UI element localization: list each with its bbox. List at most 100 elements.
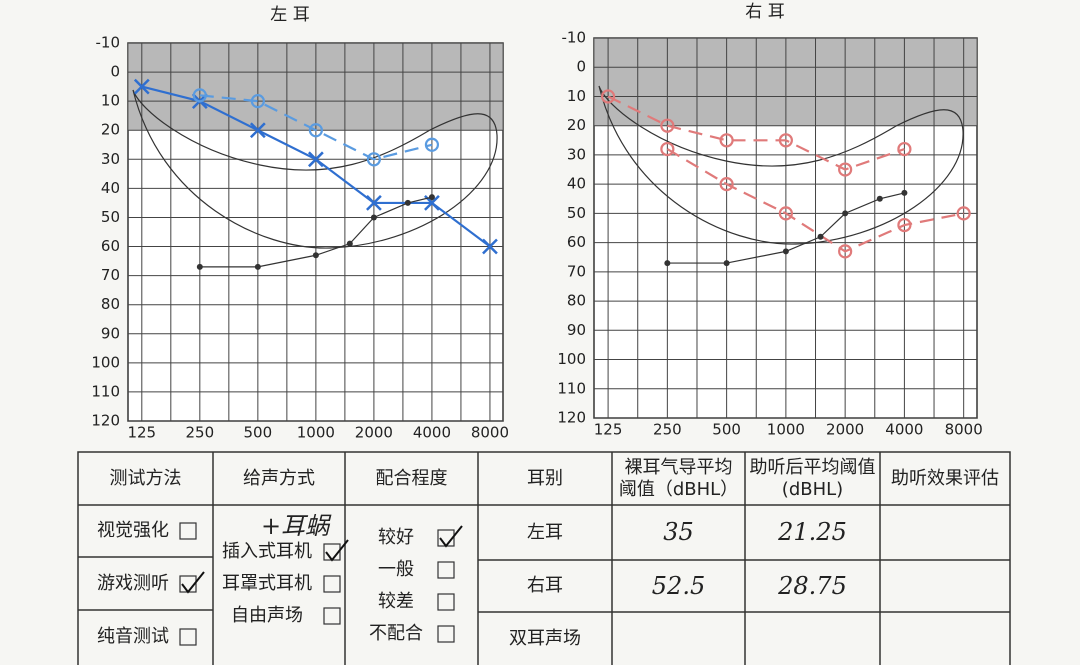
x-tick-label: 4000 [413,424,451,442]
header-cell: 测试方法 [109,468,182,490]
y-tick-label: 110 [91,382,120,400]
method-label: 视觉强化 [97,520,169,542]
y-tick-label: 30 [101,150,120,168]
y-tick-label: 20 [567,116,586,134]
x-tick-label: 250 [653,421,682,439]
x-tick-label: 500 [712,421,741,439]
checkbox [179,522,197,540]
checkbox [437,593,455,611]
x-tick-label: 8000 [471,424,509,442]
chart-title: 左 耳 [270,5,309,25]
circle-marker [897,217,912,233]
check-mark [439,525,463,548]
y-tick-label: 110 [557,379,586,397]
header-cell: 耳别 [527,468,563,490]
series-line [666,148,964,253]
dot-marker [723,260,730,267]
dot-marker [842,210,849,217]
x-tick-label: 125 [127,424,156,442]
method-label: 纯音测试 [97,626,169,648]
dot-marker [312,252,319,259]
circle-marker [778,206,793,221]
circle-marker [366,152,381,167]
x-tick-label: 2000 [355,424,393,442]
circle-marker [192,88,207,103]
delivery-label: 插入式耳机 [222,541,312,563]
y-tick-label: 50 [567,204,586,222]
series-line [607,95,905,171]
x-marker [366,195,382,211]
dot-marker [254,263,261,270]
x-tick-label: 2000 [826,421,864,439]
circle-marker [956,206,971,221]
unaided-threshold: 35 [663,518,694,547]
circle-marker [660,118,675,133]
cooperation-label: 较差 [378,591,414,613]
x-marker [307,151,324,168]
y-tick-label: 60 [567,233,586,251]
circle-marker [660,141,675,157]
y-tick-label: 120 [557,409,586,427]
speech-banana [598,85,964,245]
ear-label: 双耳声场 [509,627,581,649]
y-tick-label: 10 [101,92,120,110]
circle-marker [719,177,734,192]
x-tick-label: 1000 [297,424,335,442]
y-tick-label: 100 [557,350,586,368]
chart-title: 右 耳 [745,2,784,22]
y-tick-label: 50 [101,208,120,226]
dot-marker [901,189,908,196]
checkbox [323,607,341,625]
cooperation-label: 较好 [378,527,414,549]
check-mark [181,571,205,594]
header-cell: 助听效果评估 [891,468,999,490]
y-tick-label: 120 [91,412,120,430]
x-tick-label: 250 [186,424,215,442]
cooperation-label: 一般 [378,559,414,581]
x-tick-label: 4000 [885,421,923,439]
y-tick-label: 90 [567,321,586,339]
y-tick-label: 0 [110,63,120,81]
ear-label: 左耳 [527,521,563,543]
x-tick-label: 1000 [767,421,805,439]
dot-marker [370,214,377,221]
y-tick-label: -10 [562,29,587,47]
y-tick-label: 60 [101,237,120,255]
handwritten-note: +耳蜗 [260,511,330,540]
dot-marker [817,233,824,240]
dot-marker [428,194,435,201]
y-tick-label: 20 [101,121,120,139]
y-tick-label: 0 [576,58,586,76]
header-cell: 给声方式 [243,468,315,490]
y-tick-label: 70 [567,262,586,280]
y-tick-label: -10 [96,34,121,52]
delivery-label: 耳罩式耳机 [222,573,312,595]
aided-threshold: 28.75 [778,571,847,600]
y-tick-label: 10 [567,87,586,105]
y-tick-label: 40 [101,179,120,197]
dot-marker [346,240,353,247]
ear-label: 右耳 [527,575,563,597]
y-tick-label: 100 [91,353,120,371]
y-tick-label: 40 [567,175,586,193]
x-marker [249,122,266,139]
header-cell: 裸耳气导平均阈值（dBHL） [618,457,739,500]
circle-marker [250,94,265,109]
circle-marker [424,137,440,152]
x-tick-label: 8000 [945,421,983,439]
dot-marker [876,195,883,202]
y-tick-label: 90 [101,324,120,342]
circle-marker [838,244,853,259]
circle-marker [719,133,734,148]
circle-marker [897,141,912,157]
dot-marker [782,248,789,255]
circle-marker [308,123,323,138]
y-tick-label: 80 [101,295,120,313]
x-marker [133,78,150,95]
checkbox [323,575,341,593]
circle-marker [600,89,616,104]
series-line [199,94,433,161]
dot-marker [196,263,203,270]
